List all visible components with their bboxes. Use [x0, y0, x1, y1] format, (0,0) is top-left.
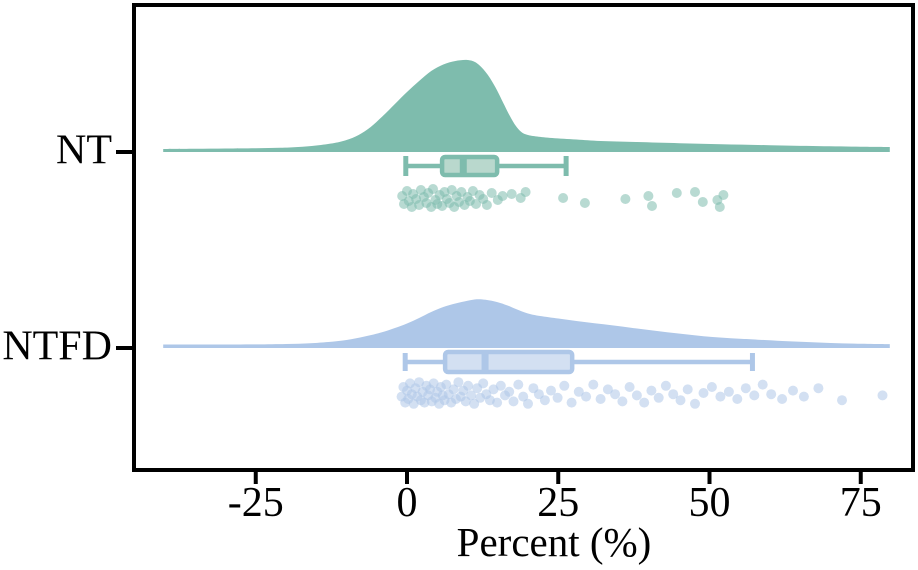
x-tick-label--25: -25 [227, 480, 284, 526]
data-point-nt [579, 198, 590, 208]
data-point-nt [697, 197, 708, 207]
data-point-ntfd [492, 397, 503, 408]
x-tick-label-0: 0 [396, 480, 418, 526]
data-point-ntfd [595, 394, 606, 404]
data-point-ntfd [453, 377, 464, 388]
data-point-ntfd [573, 386, 584, 397]
data-point-ntfd [639, 397, 650, 408]
data-point-ntfd [546, 385, 556, 396]
data-point-nt [643, 191, 654, 201]
x-tick-label-25: 25 [537, 480, 580, 526]
x-tick-label-75: 75 [839, 480, 882, 526]
data-point-nt [714, 202, 725, 212]
data-point-ntfd [566, 397, 577, 408]
data-point-ntfd [653, 392, 664, 403]
data-point-ntfd [723, 386, 734, 397]
data-point-ntfd [757, 379, 768, 390]
data-point-nt [558, 193, 569, 203]
data-point-ntfd [660, 380, 671, 391]
data-point-ntfd [602, 384, 613, 395]
data-point-ntfd [837, 395, 847, 406]
category-label-nt: NT [56, 127, 112, 174]
data-point-ntfd [559, 380, 570, 391]
data-point-nt [620, 194, 631, 204]
data-point-nt [718, 190, 729, 200]
data-point-ntfd [508, 396, 519, 407]
box-ntfd [442, 349, 575, 375]
data-point-ntfd [624, 382, 635, 392]
data-point-ntfd [766, 389, 777, 400]
data-point-ntfd [690, 398, 700, 409]
data-point-nt [428, 184, 438, 194]
data-point-nt [506, 189, 517, 199]
data-point-ntfd [504, 386, 515, 397]
data-point-ntfd [588, 379, 599, 390]
data-point-ntfd [617, 396, 628, 407]
data-point-ntfd [668, 389, 679, 400]
data-point-nt [647, 201, 657, 211]
x-axis-title: Percent (%) [456, 519, 652, 565]
data-point-ntfd [631, 390, 642, 401]
data-point-ntfd [466, 390, 477, 401]
data-point-ntfd [513, 379, 524, 390]
data-point-ntfd [463, 380, 474, 391]
data-point-nt [690, 187, 700, 197]
data-point-ntfd [581, 391, 592, 402]
data-point-nt [471, 199, 481, 209]
plot-frame [132, 3, 915, 472]
data-point-ntfd [523, 398, 533, 409]
data-point-ntfd [706, 382, 717, 392]
data-point-ntfd [732, 394, 743, 404]
data-point-ntfd [610, 389, 621, 400]
data-point-nt [497, 191, 508, 201]
data-point-ntfd [777, 394, 788, 404]
data-point-ntfd [715, 391, 726, 402]
violin-ntfd [163, 299, 890, 348]
x-tick-label-50: 50 [688, 480, 731, 526]
data-point-ntfd [698, 388, 709, 398]
data-point-ntfd [877, 390, 888, 401]
data-point-ntfd [813, 383, 824, 394]
data-point-nt [671, 188, 682, 198]
data-point-ntfd [539, 395, 550, 406]
data-point-ntfd [448, 384, 459, 395]
data-point-nt [520, 187, 531, 197]
data-point-ntfd [518, 391, 529, 402]
data-point-ntfd [646, 385, 657, 396]
data-point-ntfd [675, 395, 686, 406]
data-point-ntfd [740, 383, 751, 394]
data-point-ntfd [478, 378, 489, 389]
data-point-ntfd [798, 391, 809, 402]
data-point-nt [486, 188, 497, 198]
data-point-ntfd [441, 379, 452, 390]
data-point-ntfd [788, 385, 798, 396]
data-point-ntfd [552, 392, 563, 403]
data-point-ntfd [495, 380, 506, 391]
box-nt [439, 154, 500, 178]
violin-nt [163, 59, 890, 153]
category-label-ntfd: NTFD [2, 323, 112, 370]
data-point-nt [481, 200, 492, 210]
data-point-ntfd [749, 390, 760, 401]
data-point-ntfd [682, 384, 693, 395]
